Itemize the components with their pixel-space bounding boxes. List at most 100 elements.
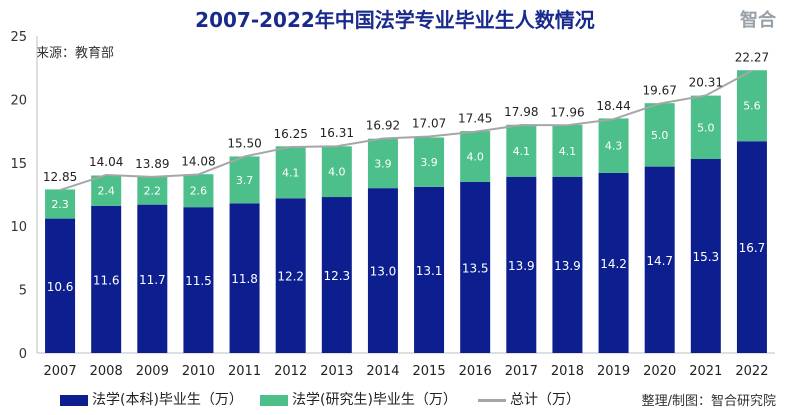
data-label-total: 16.31 — [320, 126, 354, 140]
bar-bachelor — [321, 197, 352, 353]
data-label-graduate: 4.1 — [559, 145, 577, 158]
data-label-graduate: 3.9 — [374, 157, 392, 170]
x-tick-label: 2015 — [413, 364, 446, 379]
bar-bachelor — [460, 181, 491, 353]
data-label-total: 17.96 — [550, 105, 584, 119]
data-label-bachelor: 11.6 — [93, 273, 120, 287]
data-label-bachelor: 16.7 — [739, 241, 766, 255]
data-label-total: 17.45 — [458, 112, 492, 126]
bar-bachelor — [690, 158, 721, 353]
data-label-total: 19.67 — [643, 84, 677, 98]
data-label-total: 20.31 — [689, 75, 723, 89]
bar-graduate — [552, 124, 583, 177]
bar-graduate — [644, 103, 675, 167]
y-tick-label: 5 — [19, 284, 27, 299]
total-line — [59, 69, 753, 192]
data-label-total: 17.98 — [504, 105, 538, 119]
data-label-graduate: 4.0 — [466, 150, 484, 163]
credit-note: 整理/制图：智合研究院 — [641, 394, 776, 409]
y-tick-label: 25 — [10, 30, 27, 45]
x-tick-label: 2016 — [459, 364, 492, 379]
data-label-total: 14.04 — [89, 155, 123, 169]
data-label-total: 18.44 — [596, 99, 630, 113]
data-label-graduate: 5.6 — [743, 100, 761, 113]
x-tick-label: 2008 — [90, 364, 123, 379]
data-label-bachelor: 14.2 — [600, 257, 627, 271]
bar-graduate — [598, 118, 629, 173]
data-label-bachelor: 14.7 — [646, 254, 673, 268]
legend-swatch-graduate — [260, 394, 288, 406]
bar-bachelor — [183, 207, 214, 353]
bar-graduate — [736, 70, 767, 142]
data-label-bachelor: 15.3 — [692, 250, 719, 264]
data-label-graduate: 3.7 — [236, 174, 254, 187]
bar-graduate — [321, 146, 352, 198]
bar-graduate — [229, 156, 260, 204]
legend-label-bachelor: 法学(本科)毕业生（万） — [92, 392, 243, 408]
bar-bachelor — [91, 205, 122, 353]
bar-bachelor — [414, 186, 445, 353]
data-label-graduate: 4.0 — [328, 166, 346, 179]
data-label-total: 16.25 — [274, 127, 308, 141]
data-label-graduate: 2.2 — [144, 185, 162, 198]
bar-graduate — [506, 124, 537, 177]
data-label-graduate: 3.9 — [420, 156, 438, 169]
data-label-bachelor: 13.5 — [462, 261, 489, 275]
data-label-bachelor: 12.3 — [323, 269, 350, 283]
legend-item-graduate: 法学(研究生)毕业生（万） — [260, 389, 457, 409]
bar-graduate — [690, 95, 721, 159]
legend-swatch-bachelor — [60, 394, 88, 406]
bar-bachelor — [275, 198, 306, 353]
data-label-graduate: 5.0 — [697, 121, 715, 134]
data-label-bachelor: 11.5 — [185, 274, 212, 288]
data-label-bachelor: 13.1 — [416, 264, 443, 278]
legend-swatch-total — [478, 398, 506, 402]
data-label-bachelor: 12.2 — [277, 270, 304, 284]
x-tick-label: 2019 — [597, 364, 630, 379]
bar-graduate — [91, 175, 122, 206]
x-tick-label: 2017 — [505, 364, 538, 379]
bar-graduate — [45, 189, 76, 219]
y-tick-label: 10 — [10, 220, 27, 235]
data-label-total: 16.92 — [366, 118, 400, 132]
data-label-bachelor: 11.7 — [139, 273, 166, 287]
x-tick-label: 2009 — [136, 364, 169, 379]
bar-bachelor — [644, 166, 675, 353]
bar-graduate — [137, 176, 168, 205]
y-tick-label: 15 — [10, 157, 27, 172]
data-label-graduate: 4.1 — [513, 145, 531, 158]
data-label-bachelor: 13.0 — [370, 265, 397, 279]
data-label-total: 13.89 — [135, 157, 169, 171]
bar-graduate — [460, 131, 491, 182]
data-label-bachelor: 11.8 — [231, 272, 258, 286]
bar-bachelor — [137, 204, 168, 353]
x-tick-label: 2007 — [44, 364, 77, 379]
legend-item-total: 总计（万） — [478, 389, 580, 409]
bar-graduate — [414, 137, 445, 187]
bar-bachelor — [367, 188, 398, 353]
x-tick-label: 2020 — [643, 364, 676, 379]
legend-label-total: 总计（万） — [510, 392, 580, 408]
bar-bachelor — [736, 141, 767, 353]
bar-bachelor — [598, 172, 629, 353]
bar-graduate — [183, 174, 214, 208]
x-tick-label: 2022 — [735, 364, 768, 379]
x-tick-label: 2011 — [228, 364, 261, 379]
bar-bachelor — [45, 218, 76, 353]
data-label-bachelor: 13.9 — [554, 259, 581, 273]
legend-item-bachelor: 法学(本科)毕业生（万） — [60, 389, 243, 409]
data-label-graduate: 4.1 — [282, 166, 300, 179]
bar-bachelor — [552, 176, 583, 353]
legend-label-graduate: 法学(研究生)毕业生（万） — [292, 392, 457, 408]
chart-title: 2007-2022年中国法学专业毕业生人数情况 — [195, 8, 595, 32]
x-tick-label: 2014 — [366, 364, 399, 379]
bar-graduate — [367, 138, 398, 189]
source-note: 来源：教育部 — [36, 46, 115, 61]
data-label-graduate: 2.4 — [97, 185, 115, 198]
y-tick-label: 0 — [19, 347, 27, 362]
data-label-graduate: 4.3 — [605, 140, 623, 153]
data-label-graduate: 2.6 — [190, 185, 208, 198]
bar-bachelor — [506, 176, 537, 353]
y-tick-label: 20 — [10, 93, 27, 108]
